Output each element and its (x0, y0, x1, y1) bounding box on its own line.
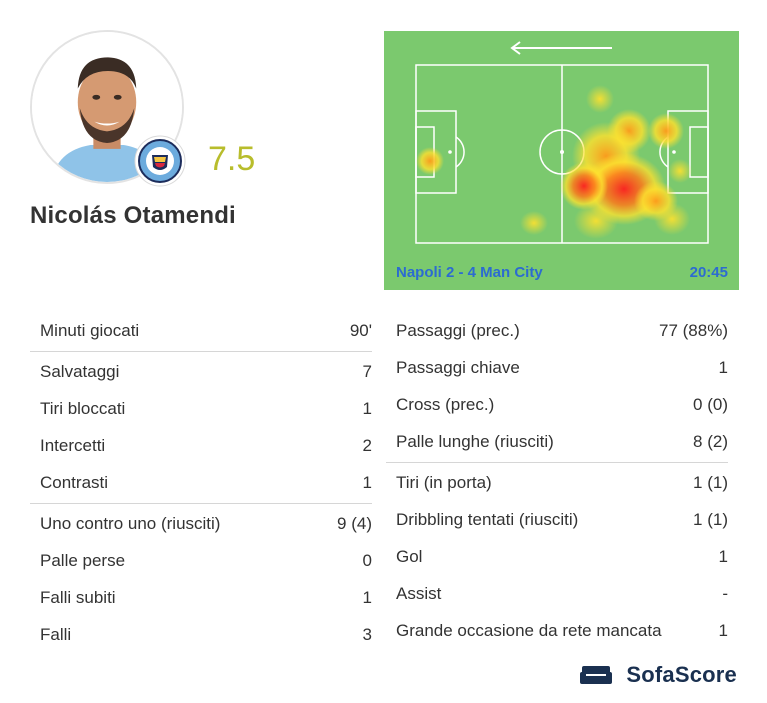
stat-value: 1 (362, 473, 372, 492)
stat-row: Intercetti 2 (30, 427, 372, 464)
stat-value: 77 (88%) (659, 321, 728, 340)
stat-row: Minuti giocati 90' (30, 312, 372, 349)
stat-row: Assist - (386, 575, 728, 612)
stat-row: Cross (prec.) 0 (0) (386, 386, 728, 423)
stat-value: 1 (362, 399, 372, 418)
stat-label: Cross (prec.) (396, 395, 495, 414)
stat-label: Dribbling tentati (riusciti) (396, 510, 579, 529)
match-time: 20:45 (689, 264, 728, 281)
stat-row: Uno contro uno (riusciti) 9 (4) (30, 505, 372, 542)
heatmap-panel: Napoli 2 - 4 Man City 20:45 (384, 31, 739, 290)
stat-label: Assist (396, 584, 442, 603)
divider (30, 351, 372, 352)
stat-row: Palle lunghe (riusciti) 8 (2) (386, 423, 728, 460)
stat-value: 9 (4) (337, 514, 372, 533)
stat-row: Passaggi (prec.) 77 (88%) (386, 312, 728, 349)
player-photo (30, 30, 184, 184)
stat-row: Gol 1 (386, 538, 728, 575)
stat-value: 2 (362, 436, 372, 455)
stat-label: Falli subiti (40, 588, 116, 607)
stat-value: 0 (0) (693, 395, 728, 414)
brand-name: SofaScore (626, 662, 737, 687)
stat-row: Contrasti 1 (30, 464, 372, 501)
stat-row: Palle perse 0 (30, 542, 372, 579)
stat-label: Palle perse (40, 551, 126, 570)
stat-value: 7 (362, 362, 372, 381)
stat-value: 1 (718, 621, 728, 640)
sofascore-logo[interactable]: SofaScore (580, 662, 737, 688)
stats-table-right: Passaggi (prec.) 77 (88%) Passaggi chiav… (386, 312, 728, 649)
stat-label: Intercetti (40, 436, 106, 455)
stat-label: Falli (40, 625, 72, 644)
stat-value: 1 (718, 358, 728, 377)
heatmap-density (416, 85, 692, 239)
stat-value: 1 (1) (693, 510, 728, 529)
stat-row: Tiri bloccati 1 (30, 390, 372, 427)
player-name: Nicolás Otamendi (30, 202, 236, 229)
stats-table-left: Minuti giocati 90' Salvataggi 7 Tiri blo… (30, 312, 372, 653)
stat-value: 1 (1) (693, 473, 728, 492)
divider (386, 462, 728, 463)
stat-label: Gol (396, 547, 423, 566)
stat-row: Dribbling tentati (riusciti) 1 (1) (386, 501, 728, 538)
club-crest-icon (134, 135, 186, 187)
sofa-icon (580, 666, 613, 684)
stat-value: 8 (2) (693, 432, 728, 451)
stat-label: Tiri bloccati (40, 399, 126, 418)
player-rating: 7.5 (208, 140, 256, 178)
stat-label: Palle lunghe (riusciti) (396, 432, 554, 451)
stat-value: - (722, 584, 728, 603)
stat-label: Minuti giocati (40, 321, 140, 340)
stat-label: Contrasti (40, 473, 109, 492)
attack-direction-arrow (510, 41, 612, 55)
stat-value: 1 (362, 588, 372, 607)
stat-label: Tiri (in porta) (396, 473, 492, 492)
stat-label: Uno contro uno (riusciti) (40, 514, 221, 533)
stat-value: 90' (349, 321, 372, 340)
stat-label: Passaggi (prec.) (396, 321, 520, 340)
stat-row: Salvataggi 7 (30, 353, 372, 390)
divider (30, 503, 372, 504)
stat-label: Passaggi chiave (396, 358, 520, 377)
stat-row: Grande occasione da rete mancata 1 (386, 612, 728, 649)
stat-value: 3 (362, 625, 372, 644)
stat-label: Salvataggi (40, 362, 120, 381)
stat-value: 1 (718, 547, 728, 566)
match-result[interactable]: Napoli 2 - 4 Man City (396, 264, 543, 281)
stat-row: Tiri (in porta) 1 (1) (386, 464, 728, 501)
stat-label: Grande occasione da rete mancata (396, 621, 662, 640)
stat-row: Passaggi chiave 1 (386, 349, 728, 386)
stat-value: 0 (362, 551, 372, 570)
stat-row: Falli subiti 1 (30, 579, 372, 616)
heatmap-pitch (415, 41, 709, 244)
stat-row: Falli 3 (30, 616, 372, 653)
player-silhouette (32, 32, 182, 182)
